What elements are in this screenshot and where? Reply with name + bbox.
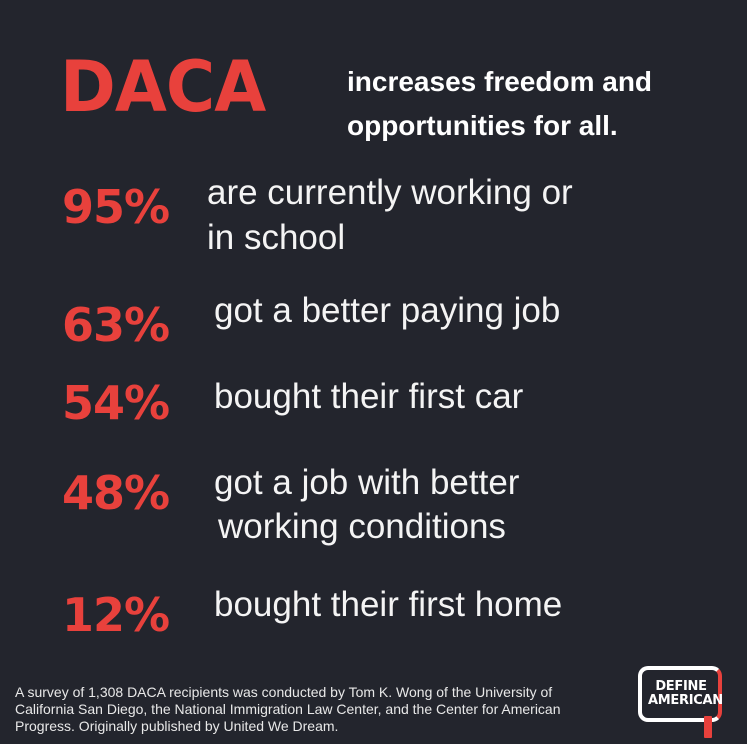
logo-line-define: DEFINE (655, 679, 707, 694)
headline-subtitle: increases freedom and opportunities for … (347, 66, 653, 141)
stat-text-line: working conditions (218, 507, 506, 546)
stat-percent: 95% (62, 180, 170, 234)
stat-text-line: bought their first car (214, 377, 524, 416)
stat-text-line: bought their first home (214, 585, 563, 624)
stat-text-line: got a better paying job (214, 291, 561, 330)
survey-footnote: A survey of 1,308 DACA recipients was co… (15, 684, 561, 734)
stat-text-line: in school (207, 218, 346, 257)
stat-text-line: got a job with better (214, 463, 520, 502)
define-american-logo: DEFINE AMERICAN (638, 666, 734, 744)
logo-question-tail (704, 716, 712, 738)
logo-frame (638, 666, 722, 722)
logo-line-american: AMERICAN (648, 693, 723, 708)
stat-percent: 48% (62, 466, 170, 520)
headline-daca: DACA (60, 46, 266, 128)
stat-percent: 54% (62, 376, 170, 430)
stat-text-line: are currently working or (207, 173, 573, 212)
stat-percent: 63% (62, 298, 170, 352)
stat-percent: 12% (62, 588, 170, 642)
